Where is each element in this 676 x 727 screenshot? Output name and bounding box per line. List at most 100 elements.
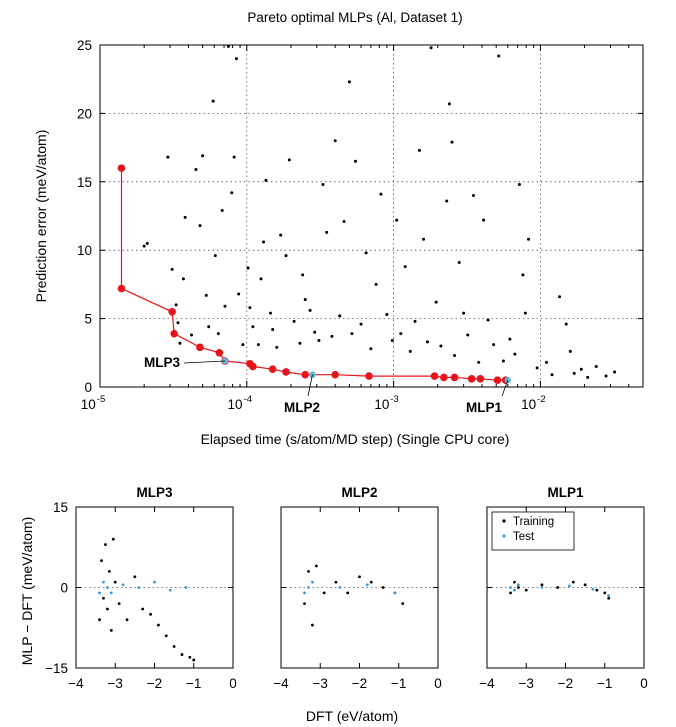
model-point	[523, 311, 527, 315]
chart-title: Pareto optimal MLPs (Al, Dataset 1)	[247, 10, 462, 25]
model-point	[564, 322, 568, 326]
x-tick-label: −3	[108, 676, 123, 691]
x-tick-label: −1	[391, 676, 406, 691]
model-point	[447, 102, 451, 106]
pareto-point	[365, 372, 373, 380]
model-point	[350, 332, 354, 336]
model-point	[241, 343, 245, 347]
model-point	[256, 343, 260, 347]
model-point	[466, 333, 470, 337]
model-point	[194, 167, 198, 171]
model-point	[586, 375, 590, 379]
model-point	[353, 159, 357, 163]
x-tick-label: −4	[273, 676, 289, 691]
model-point	[395, 218, 399, 222]
annotation-label: MLP1	[466, 400, 502, 415]
model-point	[369, 347, 373, 351]
model-point	[292, 319, 296, 323]
model-point	[246, 266, 250, 270]
x-tick-label: 10-3	[374, 394, 398, 412]
plot-frame	[99, 44, 644, 388]
model-point	[568, 349, 572, 353]
model-point	[413, 319, 417, 323]
model-point	[497, 54, 501, 58]
model-point	[364, 251, 368, 255]
model-point	[189, 333, 193, 337]
model-point	[513, 352, 517, 356]
residual-panel-mlp2: MLP2 −4 −3 −2 −1 0	[273, 485, 441, 691]
model-point	[429, 46, 433, 50]
training-point	[369, 580, 373, 584]
model-point	[198, 224, 202, 228]
model-point	[230, 191, 234, 195]
training-point	[133, 575, 137, 579]
y-tick-label: 25	[77, 38, 92, 53]
model-point	[403, 265, 407, 269]
annotations: MLP3 MLP2 MLP1	[144, 355, 509, 415]
x-axis-label: Elapsed time (s/atom/MD step) (Single CP…	[201, 431, 510, 447]
annotation-arrow	[307, 374, 313, 397]
model-point	[535, 366, 539, 370]
x-tick-base: 10	[521, 397, 536, 412]
model-point	[379, 192, 383, 196]
training-point	[603, 591, 607, 595]
training-point	[149, 612, 152, 616]
training-point	[125, 618, 129, 622]
test-point	[168, 588, 172, 592]
model-point	[594, 364, 598, 368]
model-point	[223, 304, 227, 308]
model-point	[517, 183, 521, 187]
pareto-points	[117, 164, 510, 384]
test-point	[153, 580, 156, 584]
model-point	[486, 318, 490, 322]
training-point	[172, 645, 176, 648]
model-point	[262, 240, 266, 244]
model-point	[145, 241, 149, 245]
x-tick-label: −4	[479, 676, 495, 691]
test-point	[517, 583, 520, 587]
training-point	[556, 586, 560, 589]
model-point	[234, 57, 238, 61]
model-point	[166, 155, 170, 159]
x-tick-label: −4	[68, 676, 84, 691]
training-point	[381, 586, 385, 589]
legend-marker	[502, 534, 506, 538]
model-point	[482, 218, 486, 222]
pareto-point	[170, 329, 178, 338]
model-point	[338, 314, 342, 318]
model-point	[572, 371, 576, 375]
model-point	[176, 321, 180, 325]
model-point	[248, 306, 252, 310]
x-tick-label: −2	[147, 676, 162, 691]
training-point	[109, 629, 113, 632]
training-point	[517, 586, 520, 589]
test-point	[509, 586, 512, 589]
training-point	[141, 607, 145, 611]
y-tick-label: 15	[53, 500, 68, 515]
model-point	[521, 273, 525, 277]
x-tick-base: 10	[228, 397, 243, 412]
test-point	[568, 584, 571, 588]
model-point	[417, 148, 421, 152]
test-point	[513, 588, 516, 592]
pareto-point	[168, 307, 176, 316]
model-point	[298, 341, 302, 345]
model-point	[303, 297, 307, 301]
pareto-point	[476, 374, 485, 383]
model-point	[308, 308, 312, 312]
y-tick-label: 15	[77, 175, 92, 190]
residual-panel-mlp3: MLP3 −4 −3 −2 −1 0 15 0 −15	[45, 485, 237, 691]
training-point	[540, 583, 544, 587]
model-point	[390, 338, 394, 342]
bottom-y-axis-label: MLP − DFT (meV/atom)	[19, 517, 35, 665]
grid	[100, 45, 643, 387]
model-point	[434, 300, 438, 304]
y-tick-label: 0	[60, 581, 68, 596]
annotation-label: MLP2	[284, 400, 320, 415]
model-point	[477, 360, 481, 364]
model-point	[544, 360, 548, 364]
test-point	[184, 586, 188, 589]
y-axis-label: Prediction error (meV/atom)	[33, 130, 49, 303]
training-point	[307, 570, 310, 573]
pareto-point	[282, 368, 290, 376]
